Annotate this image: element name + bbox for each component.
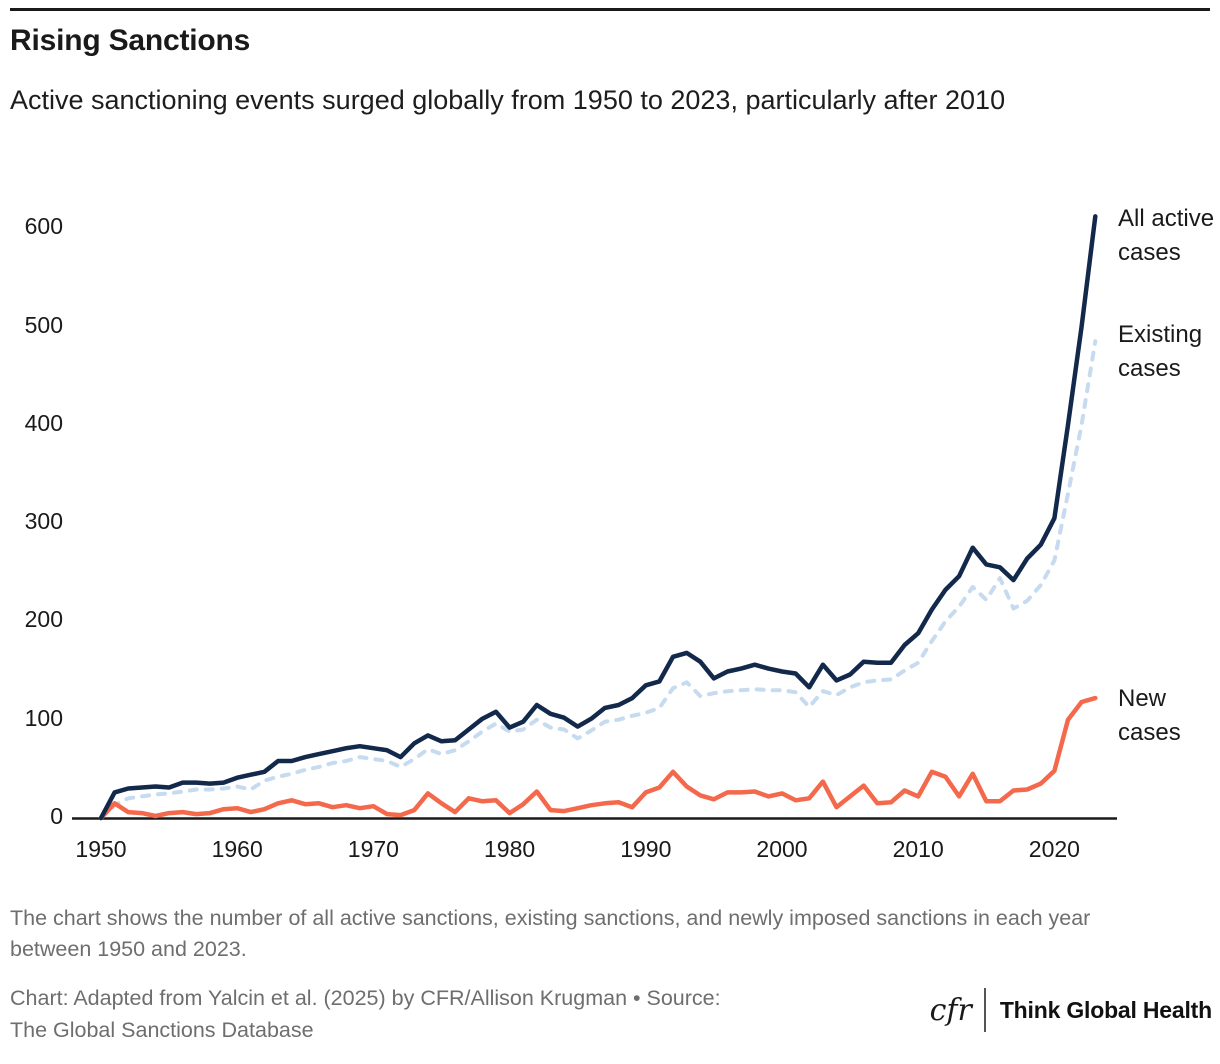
logo-divider xyxy=(983,988,986,1032)
x-axis-tick-label: 1970 xyxy=(347,836,399,862)
x-axis-tick-label: 1990 xyxy=(620,836,672,862)
chart-credit: Chart: Adapted from Yalcin et al. (2025)… xyxy=(10,982,890,1047)
y-axis-tick-label: 500 xyxy=(24,311,63,338)
top-rule xyxy=(10,8,1210,11)
brand-name: Think Global Health xyxy=(999,996,1212,1023)
x-axis-tick-label: 2010 xyxy=(892,836,944,862)
y-axis-tick-label: 300 xyxy=(24,508,63,535)
y-axis-tick-label: 600 xyxy=(24,213,63,240)
y-axis-tick-label: 100 xyxy=(24,704,63,731)
footer-description: The chart shows the number of all active… xyxy=(10,906,1091,962)
y-axis-tick-label: 0 xyxy=(50,803,63,829)
series-label-new-cases: New cases xyxy=(1118,685,1181,747)
series-line-all-active-cases xyxy=(98,214,1098,821)
cfr-logo: cfr xyxy=(929,992,972,1028)
chart-subtitle: Active sanctioning events surged globall… xyxy=(10,85,1006,115)
series-label-existing-cases: Existing cases xyxy=(1118,321,1203,383)
x-axis-tick-label: 1950 xyxy=(75,836,127,862)
x-axis-tick-label: 2000 xyxy=(756,836,808,862)
credit-line-1: Chart: Adapted from Yalcin et al. (2025)… xyxy=(10,986,721,1010)
credit-line-2: The Global Sanctions Database xyxy=(10,1018,314,1043)
series-line-existing-cases xyxy=(99,339,1098,820)
x-axis-tick-label: 2020 xyxy=(1028,836,1080,862)
y-axis-tick-label: 200 xyxy=(24,606,63,633)
page-title: Rising Sanctions xyxy=(10,24,251,57)
x-axis-tick-label: 1980 xyxy=(484,836,536,862)
y-axis-tick-label: 400 xyxy=(24,409,63,436)
series-line-new-cases xyxy=(98,695,1098,821)
series-label-all-active-cases: All active cases xyxy=(1118,205,1215,267)
cfr-thinkglobalhealth-logo: cfr Think Global Health xyxy=(930,988,1212,1032)
x-axis-tick-label: 1960 xyxy=(211,836,263,862)
